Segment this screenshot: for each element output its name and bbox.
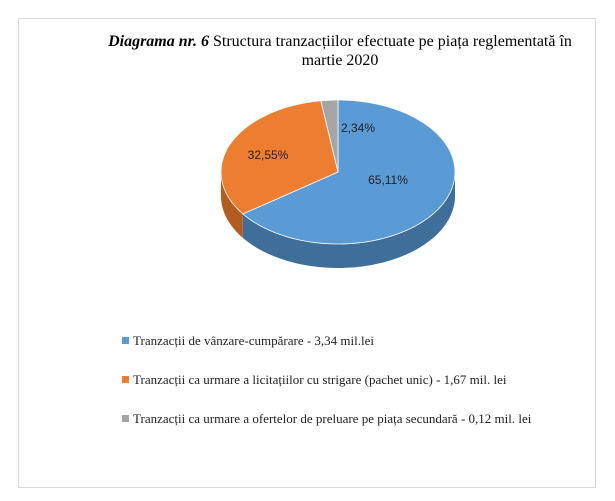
legend-swatch (122, 415, 129, 422)
legend-item: Tranzacții de vânzare-cumpărare - 3,34 m… (122, 333, 374, 349)
legend-swatch (122, 376, 129, 383)
slice-side (221, 172, 243, 238)
legend-label: Tranzacții de vânzare-cumpărare - 3,34 m… (133, 333, 374, 348)
slice (320, 99, 339, 173)
chart-title: Diagrama nr. 6 Structura tranzacțiilor e… (100, 32, 580, 70)
legend-item: Tranzacții ca urmare a licitațiilor cu s… (122, 372, 506, 388)
data-label: 2,34% (341, 121, 375, 135)
legend-label: Tranzacții ca urmare a licitațiilor cu s… (133, 372, 507, 387)
slice (220, 100, 339, 215)
data-label: 32,55% (248, 148, 289, 162)
slice-side (242, 172, 455, 268)
legend-item: Tranzacții ca urmare a ofertelor de prel… (122, 411, 531, 427)
legend-label: Tranzacții ca urmare a ofertelor de prel… (133, 411, 532, 426)
data-label: 65,11% (368, 173, 408, 187)
legend-swatch (122, 337, 129, 344)
slice (242, 99, 456, 245)
title-text: Structura tranzacțiilor efectuate pe pia… (213, 33, 572, 69)
chart-frame (18, 18, 596, 488)
title-label: Diagrama nr. 6 (108, 33, 209, 50)
